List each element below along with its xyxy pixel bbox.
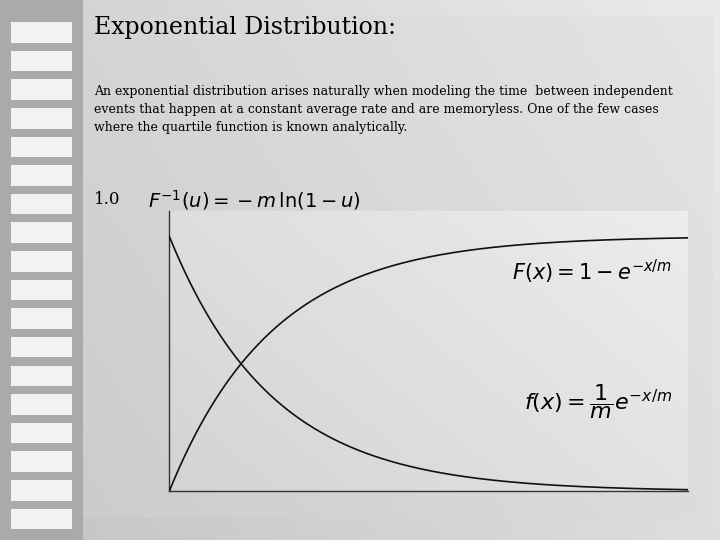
Bar (11, 509, 72, 529)
Bar (11, 165, 72, 186)
Bar (11, 222, 72, 243)
Text: An exponential distribution arises naturally when modeling the time  between ind: An exponential distribution arises natur… (94, 85, 672, 134)
Text: 1.0: 1.0 (94, 191, 120, 208)
Bar (11, 394, 72, 415)
Bar (11, 194, 72, 214)
Bar (11, 108, 72, 129)
Bar (0, 0, 83, 540)
Text: $F(x) = 1 - e^{-x/m}$: $F(x) = 1 - e^{-x/m}$ (512, 258, 672, 287)
Bar (11, 480, 72, 501)
Text: Exponential Distribution:: Exponential Distribution: (94, 16, 395, 39)
Bar (11, 366, 72, 386)
Bar (11, 251, 72, 272)
Text: $f(x) = \dfrac{1}{m}e^{-x/m}$: $f(x) = \dfrac{1}{m}e^{-x/m}$ (523, 382, 672, 421)
Bar (11, 423, 72, 443)
Bar (11, 280, 72, 300)
Bar (11, 79, 72, 100)
Bar (11, 451, 72, 472)
Bar (11, 51, 72, 71)
Bar (11, 337, 72, 357)
Bar (11, 308, 72, 329)
Bar (11, 22, 72, 43)
Bar (11, 137, 72, 157)
Bar (83, 16, 713, 518)
Text: $F^{-1}(u) = -m\,\ln(1-u)$: $F^{-1}(u) = -m\,\ln(1-u)$ (148, 188, 361, 212)
